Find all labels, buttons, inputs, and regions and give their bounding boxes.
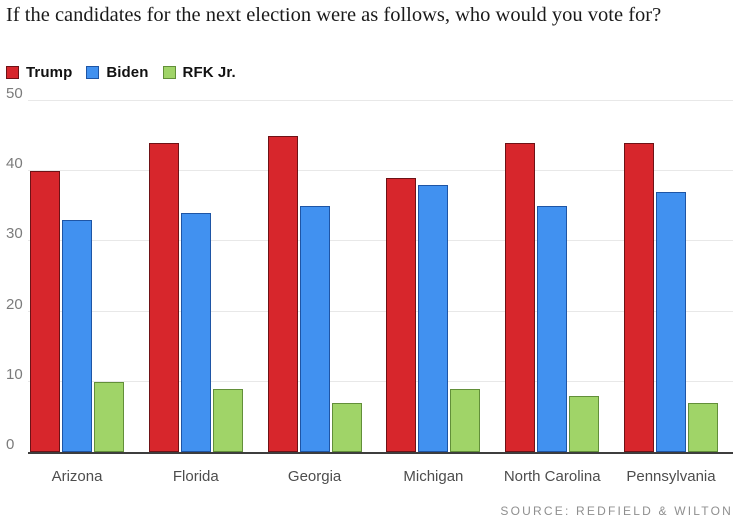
bar-group-michigan: Michigan <box>386 101 481 485</box>
bar-rfk-jr-pennsylvania <box>687 402 718 452</box>
x-tick-label-florida: Florida <box>172 468 219 485</box>
chart-title: If the candidates for the next election … <box>6 4 662 26</box>
bar-trump-florida <box>148 143 179 452</box>
x-tick-label-north-carolina: North Carolina <box>503 468 601 485</box>
y-tick-label-10: 10 <box>6 365 23 383</box>
bar-biden-arizona <box>62 220 92 452</box>
bar-biden-florida <box>180 213 211 452</box>
legend-label-biden: Biden <box>106 63 149 81</box>
x-tick-label-georgia: Georgia <box>287 468 342 485</box>
bars-row: Arizona Florida Georgia Michigan North Carol… <box>30 101 718 485</box>
x-tick-label-arizona: Arizona <box>51 468 103 485</box>
bar-rfk-jr-georgia <box>331 402 362 452</box>
bar-rfk-jr-michigan <box>450 388 481 452</box>
bar-rfk-jr-arizona <box>94 381 124 452</box>
bar-group-pennsylvania: Pennsylvania <box>623 101 718 485</box>
gridline-10 <box>28 380 733 382</box>
bar-trump-arizona <box>30 171 60 452</box>
bar-trump-pennsylvania <box>623 143 654 452</box>
bar-biden-michigan <box>418 185 449 452</box>
bar-trump-michigan <box>386 178 417 452</box>
bar-biden-north-carolina <box>537 206 568 452</box>
y-axis-tick-labels: 0 10 20 30 40 50 <box>6 86 32 453</box>
legend-swatch-rfk-jr <box>162 65 176 79</box>
legend-label-trump: Trump <box>26 63 73 81</box>
bar-rfk-jr-north-carolina <box>569 395 600 452</box>
plot-area: Arizona Florida Georgia Michigan North Carol… <box>28 100 733 485</box>
bar-group-georgia: Georgia <box>267 101 362 485</box>
legend-item-trump: Trump <box>6 64 72 81</box>
y-tick-label-50: 50 <box>6 85 23 102</box>
bar-biden-georgia <box>299 206 330 452</box>
legend-label-rfk-jr: RFK Jr. <box>182 63 236 81</box>
gridline-30 <box>28 240 733 242</box>
x-axis-line <box>28 452 733 454</box>
bar-group-florida: Florida <box>148 101 243 485</box>
gridline-20 <box>28 310 733 312</box>
y-tick-label-30: 30 <box>6 225 23 243</box>
gridline-50 <box>28 100 733 101</box>
x-tick-label-michigan: Michigan <box>403 468 464 485</box>
bar-trump-georgia <box>267 136 298 452</box>
legend-swatch-trump <box>6 65 19 79</box>
bar-group-north-carolina: North Carolina <box>504 101 601 485</box>
legend: Trump Biden RFK Jr. <box>6 63 250 81</box>
legend-item-biden: Biden <box>86 64 148 81</box>
x-tick-label-pennsylvania: Pennsylvania <box>626 468 716 485</box>
source-credit: SOURCE: REDFIELD & WILTON <box>500 504 733 518</box>
y-tick-label-20: 20 <box>6 295 23 313</box>
bar-biden-pennsylvania <box>655 192 686 452</box>
gridline-40 <box>28 170 733 172</box>
y-tick-label-0: 0 <box>6 436 15 453</box>
legend-item-rfk-jr: RFK Jr. <box>162 63 236 81</box>
bar-trump-north-carolina <box>505 143 536 452</box>
bar-rfk-jr-florida <box>212 388 243 452</box>
legend-swatch-biden <box>86 65 100 79</box>
y-tick-label-40: 40 <box>6 155 23 173</box>
bar-group-arizona: Arizona <box>30 101 124 485</box>
